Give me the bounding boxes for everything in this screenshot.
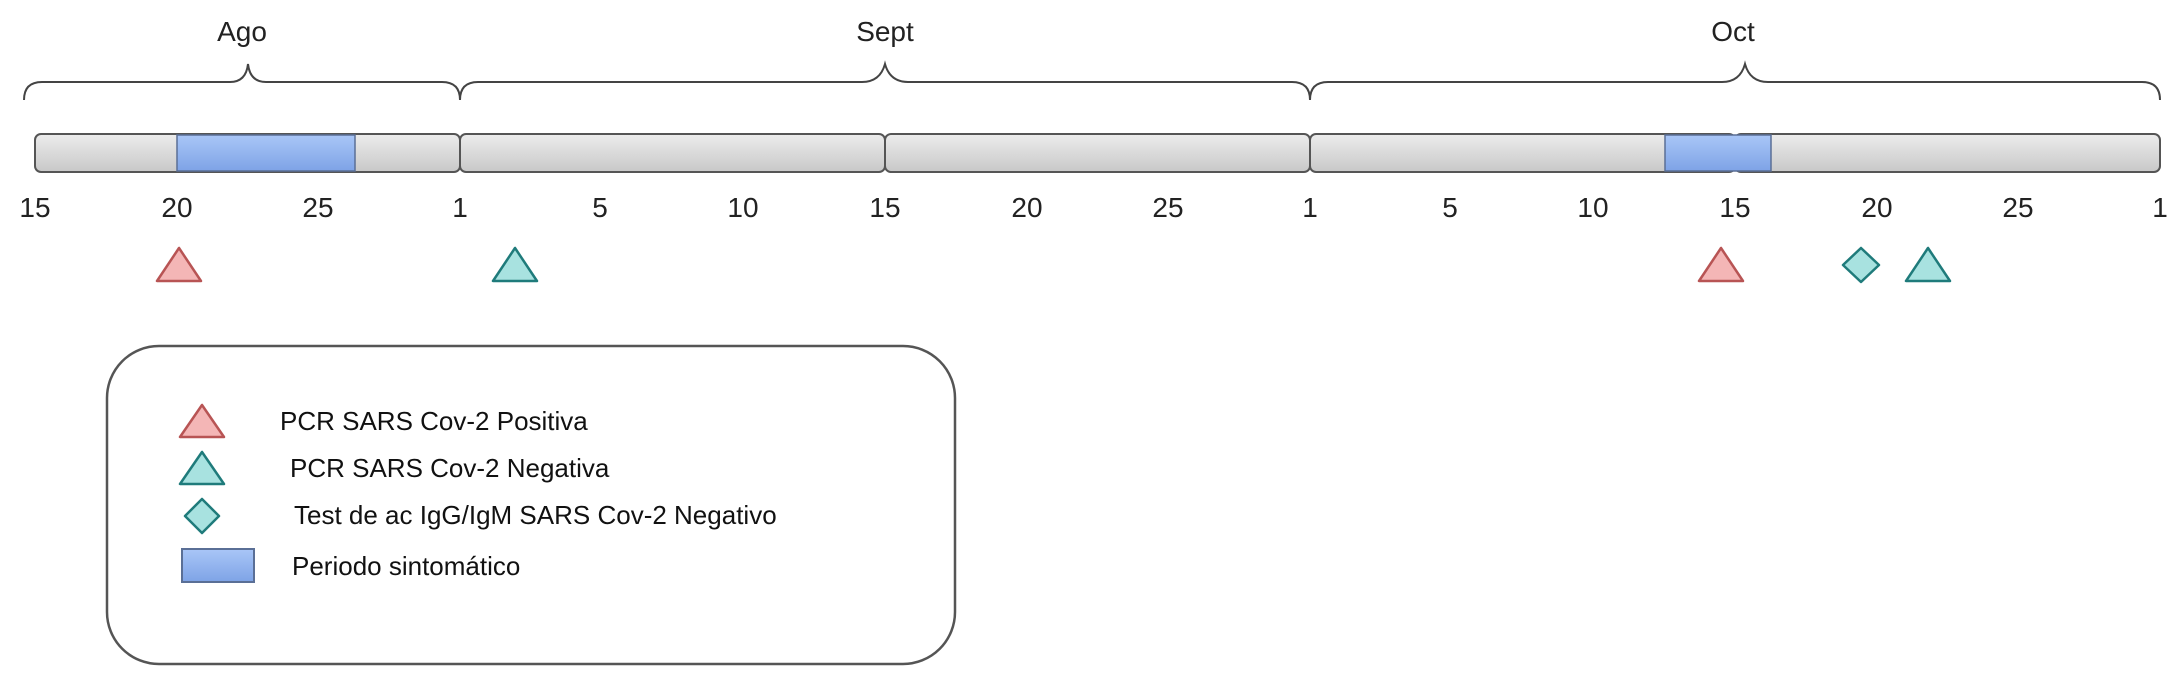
tick-label: 25: [302, 192, 333, 223]
tick-label: 25: [2002, 192, 2033, 223]
tick-label: 25: [1152, 192, 1183, 223]
tick-label: 15: [19, 192, 50, 223]
tick-label: 15: [869, 192, 900, 223]
legend: PCR SARS Cov-2 Positiva PCR SARS Cov-2 N…: [105, 344, 957, 666]
triangle-icon: [178, 450, 226, 486]
segment-oct-late: [1734, 133, 2161, 173]
tick-label: 1: [2152, 192, 2168, 223]
tick-labels: 15 20 25 1 5 10 15 20 25 1 5 10 15 20 25…: [19, 192, 2167, 223]
tick-label: 1: [1302, 192, 1318, 223]
brace-sept: [459, 60, 1311, 101]
tick-label: 1: [452, 192, 468, 223]
triangle-icon: [178, 403, 226, 439]
month-labels: Ago Sept Oct: [217, 16, 1755, 47]
brace-oct: [1309, 60, 2161, 101]
tick-label: 5: [1442, 192, 1458, 223]
legend-label-symptomatic: Periodo sintomático: [292, 551, 520, 581]
event-markers: [155, 246, 1952, 284]
pcr-negative-marker: [1904, 246, 1952, 283]
tick-label: 20: [1011, 192, 1042, 223]
symptomatic-period-oct: [1664, 134, 1772, 172]
pcr-positive-marker: [1697, 246, 1745, 283]
tick-label: 10: [1577, 192, 1608, 223]
diamond-icon: [183, 497, 221, 535]
tick-label: 5: [592, 192, 608, 223]
month-label-oct: Oct: [1711, 16, 1755, 47]
tick-label: 20: [1861, 192, 1892, 223]
month-label-ago: Ago: [217, 16, 267, 47]
brace-ago: [23, 63, 461, 101]
segment-sept-early: [459, 133, 886, 173]
legend-label-antibody-negative: Test de ac IgG/IgM SARS Cov-2 Negativo: [294, 500, 777, 530]
segment-sept-late: [884, 133, 1311, 173]
tick-label: 20: [161, 192, 192, 223]
tick-label: 15: [1719, 192, 1750, 223]
legend-label-pcr-positive: PCR SARS Cov-2 Positiva: [280, 406, 588, 436]
timeline-bar: [34, 133, 2161, 173]
legend-box: [105, 344, 957, 666]
rectangle-icon: [181, 548, 255, 583]
tick-label: 10: [727, 192, 758, 223]
symptomatic-period-ago: [176, 134, 356, 172]
pcr-positive-marker: [155, 246, 203, 283]
legend-label-pcr-negative: PCR SARS Cov-2 Negativa: [290, 453, 610, 483]
antibody-negative-marker: [1841, 246, 1881, 284]
month-label-sept: Sept: [856, 16, 914, 47]
month-braces: [23, 60, 2161, 101]
pcr-negative-marker: [491, 246, 539, 283]
